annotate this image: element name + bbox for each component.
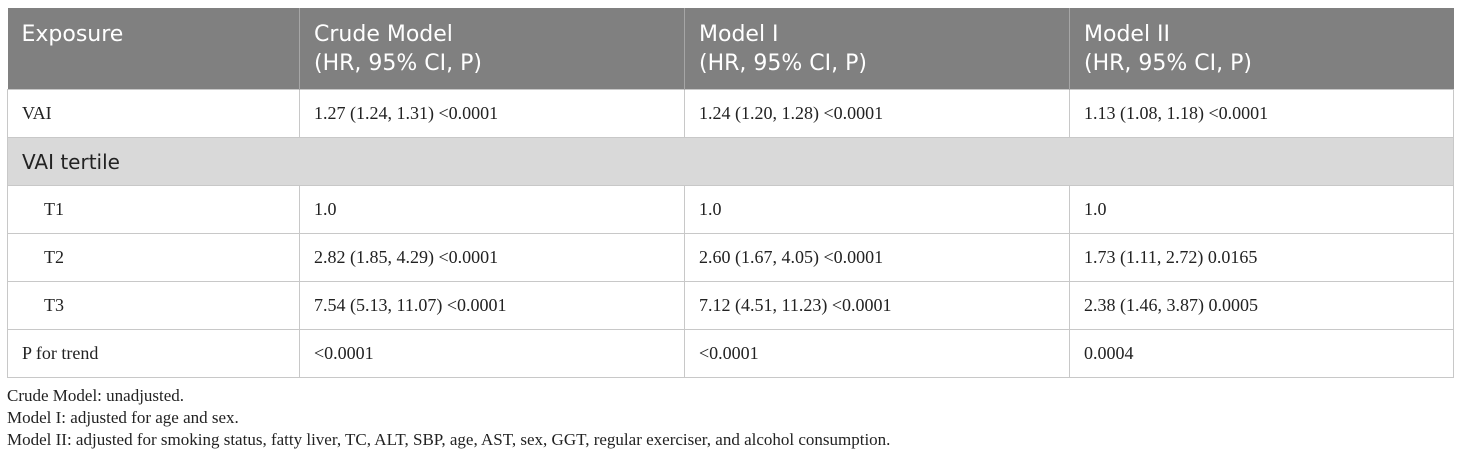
table-row-t2: T2 2.82 (1.85, 4.29) <0.0001 2.60 (1.67,… <box>7 233 1454 282</box>
cell-crude: 1.27 (1.24, 1.31) <0.0001 <box>299 89 685 138</box>
row-label: T2 <box>7 233 300 282</box>
row-label: P for trend <box>7 329 300 378</box>
cell-model-i: <0.0001 <box>684 329 1070 378</box>
cell-model-ii: 1.0 <box>1069 185 1454 234</box>
cell-crude: 1.0 <box>299 185 685 234</box>
table-footnotes: Crude Model: unadjusted. Model I: adjust… <box>7 385 890 451</box>
footnote-model-ii: Model II: adjusted for smoking status, f… <box>7 430 891 449</box>
cell-model-ii: 1.73 (1.11, 2.72) 0.0165 <box>1069 233 1454 282</box>
header-model-ii: Model II (HR, 95% CI, P) <box>1069 8 1454 90</box>
cell-model-i: 2.60 (1.67, 4.05) <0.0001 <box>684 233 1070 282</box>
section-row-vai-tertile: VAI tertile <box>7 137 1454 186</box>
cell-model-ii: 1.13 (1.08, 1.18) <0.0001 <box>1069 89 1454 138</box>
table-row-vai: VAI 1.27 (1.24, 1.31) <0.0001 1.24 (1.20… <box>7 89 1454 138</box>
cell-crude: 2.82 (1.85, 4.29) <0.0001 <box>299 233 685 282</box>
header-exposure: Exposure <box>7 8 300 90</box>
header-crude-model: Crude Model (HR, 95% CI, P) <box>299 8 685 90</box>
cell-model-i: 1.0 <box>684 185 1070 234</box>
table-header-row: Exposure Crude Model (HR, 95% CI, P) Mode… <box>7 8 1454 90</box>
table-row-t3: T3 7.54 (5.13, 11.07) <0.0001 7.12 (4.51… <box>7 281 1454 330</box>
table-row-p-for-trend: P for trend <0.0001 <0.0001 0.0004 <box>7 329 1454 378</box>
cell-model-i: 1.24 (1.20, 1.28) <0.0001 <box>684 89 1070 138</box>
footnote-crude-model: Crude Model: unadjusted. <box>7 386 185 405</box>
cell-model-i: 7.12 (4.51, 11.23) <0.0001 <box>684 281 1070 330</box>
section-label: VAI tertile <box>7 137 1454 186</box>
footnote-model-i: Model I: adjusted for age and sex. <box>7 408 239 427</box>
cell-model-ii: 2.38 (1.46, 3.87) 0.0005 <box>1069 281 1454 330</box>
results-table-container: Exposure Crude Model (HR, 95% CI, P) Mode… <box>7 8 1454 378</box>
cell-model-ii: 0.0004 <box>1069 329 1454 378</box>
header-model-i: Model I (HR, 95% CI, P) <box>684 8 1070 90</box>
row-label: T1 <box>7 185 300 234</box>
row-label: T3 <box>7 281 300 330</box>
row-label: VAI <box>7 89 300 138</box>
cell-crude: <0.0001 <box>299 329 685 378</box>
table-row-t1: T1 1.0 1.0 1.0 <box>7 185 1454 234</box>
cell-crude: 7.54 (5.13, 11.07) <0.0001 <box>299 281 685 330</box>
hazard-ratio-table: Exposure Crude Model (HR, 95% CI, P) Mode… <box>7 8 1454 378</box>
